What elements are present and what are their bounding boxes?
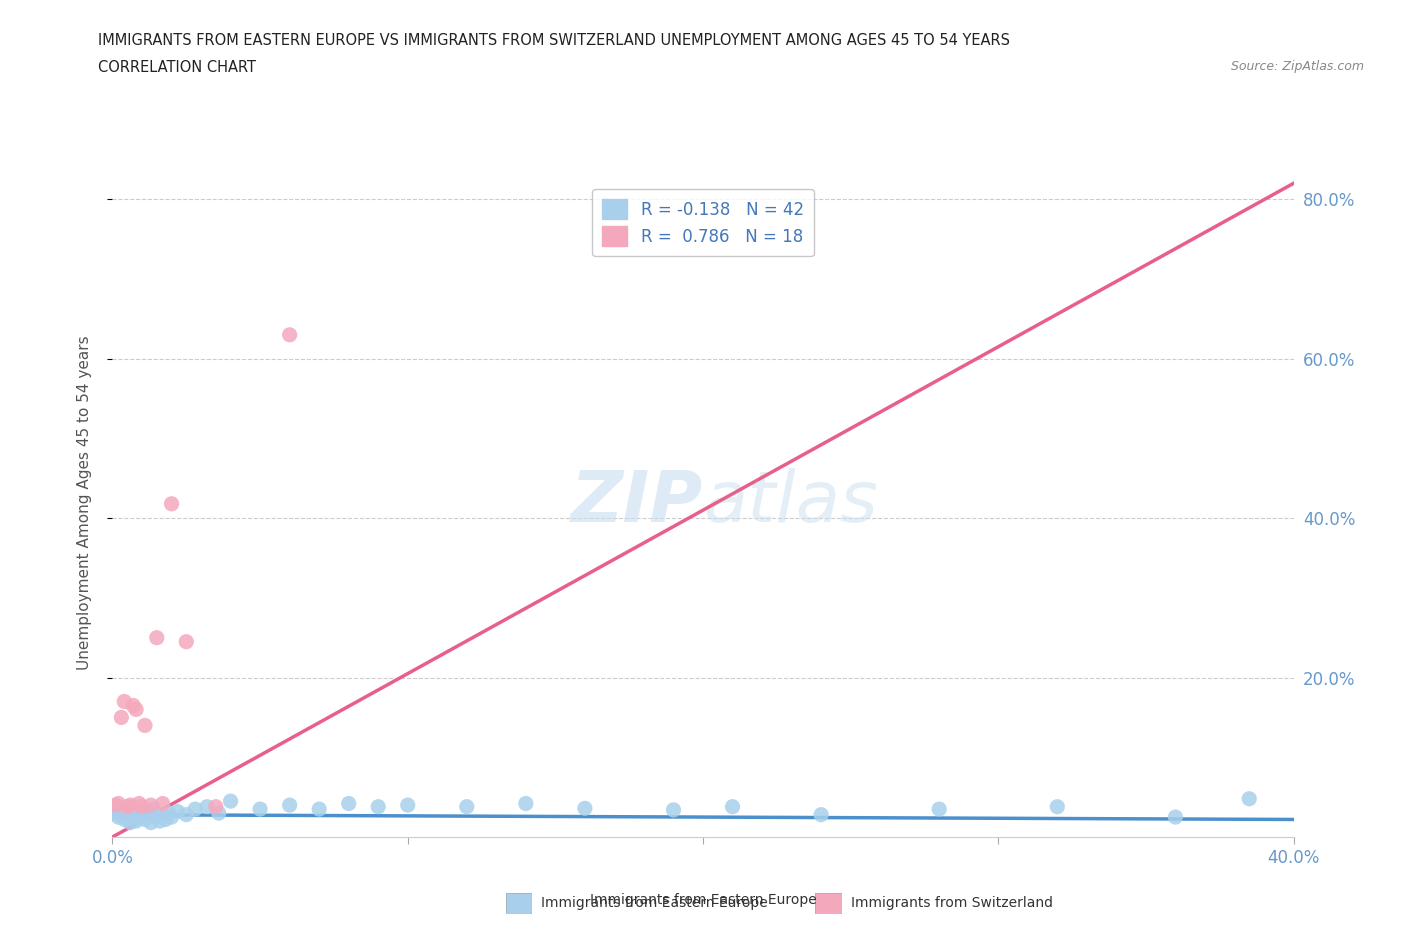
Point [721,799,744,814]
Point [110,807,132,822]
Point [1046,799,1069,814]
Point [131,799,153,814]
Point [155,812,177,827]
Text: Immigrants from Eastern Europe: Immigrants from Eastern Europe [589,893,817,907]
Point [131,807,153,822]
Point [367,799,389,814]
Point [308,802,330,817]
Point [139,798,162,813]
Point [112,812,135,827]
Point [208,805,231,820]
Point [278,327,301,342]
Point [146,810,169,825]
Point [107,810,129,825]
Point [574,801,596,816]
Text: Immigrants from Switzerland: Immigrants from Switzerland [851,896,1053,910]
Text: ZIP: ZIP [571,468,703,537]
Y-axis label: Unemployment Among Ages 45 to 54 years: Unemployment Among Ages 45 to 54 years [77,335,91,670]
Point [219,793,242,808]
Point [152,807,174,822]
Point [134,718,156,733]
Point [278,798,301,813]
Point [136,805,159,820]
Point [174,807,197,822]
Point [107,796,129,811]
Point [128,796,150,811]
Point [1239,791,1261,806]
Point [195,799,218,814]
Point [184,802,207,817]
Point [157,805,180,820]
Point [396,798,419,813]
Point [117,799,138,814]
Text: IMMIGRANTS FROM EASTERN EUROPE VS IMMIGRANTS FROM SWITZERLAND UNEMPLOYMENT AMONG: IMMIGRANTS FROM EASTERN EUROPE VS IMMIGR… [98,33,1011,47]
Point [125,702,148,717]
Text: atlas: atlas [703,468,877,537]
Point [120,816,142,830]
Point [205,799,228,814]
Point [139,816,162,830]
Point [146,631,169,645]
Point [337,796,360,811]
Point [515,796,537,811]
Point [125,814,148,829]
Point [122,802,145,817]
Point [149,814,172,829]
Point [104,798,127,813]
Point [166,804,188,819]
Point [928,802,950,817]
Point [662,803,685,817]
Point [120,798,142,813]
Point [117,805,138,820]
Point [122,698,145,713]
Point [810,807,832,822]
Legend: R = -0.138   N = 42, R =  0.786   N = 18: R = -0.138 N = 42, R = 0.786 N = 18 [592,189,814,257]
Point [101,805,124,820]
Point [160,810,183,825]
Point [128,810,150,825]
Text: CORRELATION CHART: CORRELATION CHART [98,60,256,75]
Point [134,812,156,827]
Point [174,634,197,649]
Point [110,710,132,724]
Text: Immigrants from Eastern Europe: Immigrants from Eastern Europe [541,896,768,910]
Point [142,802,165,817]
Point [112,694,135,709]
Text: Source: ZipAtlas.com: Source: ZipAtlas.com [1230,60,1364,73]
Point [249,802,271,817]
Point [160,497,183,512]
Point [1164,810,1187,825]
Point [152,796,174,811]
Point [456,799,478,814]
